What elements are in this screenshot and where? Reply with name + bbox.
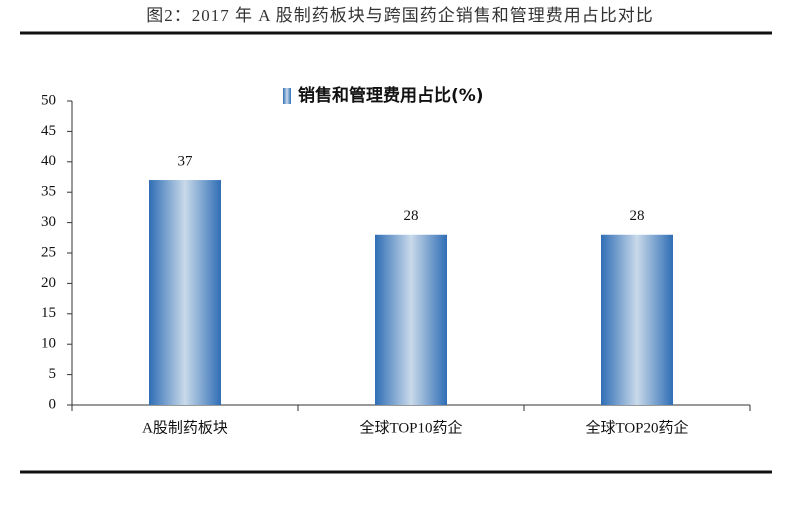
value-label: 28 — [630, 208, 645, 224]
bar — [149, 180, 221, 405]
y-tick-label: 5 — [49, 366, 57, 382]
y-tick-label: 35 — [41, 184, 56, 200]
y-tick-label: 50 — [41, 92, 56, 108]
x-tick-label: A股制药板块 — [142, 418, 228, 436]
bar — [601, 234, 673, 405]
y-tick-label: 0 — [49, 396, 57, 412]
legend-label: 销售和管理费用占比(%) — [298, 85, 484, 106]
x-tick-label: 全球TOP10药企 — [359, 418, 462, 436]
y-tick-label: 30 — [41, 214, 56, 230]
chart-title: 图2：2017 年 A 股制药板块与跨国药企销售和管理费用占比对比 — [146, 6, 654, 25]
x-tick-label: 全球TOP20药企 — [585, 418, 688, 436]
y-tick-label: 25 — [41, 244, 56, 260]
y-tick-label: 45 — [41, 123, 56, 139]
value-label: 37 — [178, 153, 194, 169]
value-label: 28 — [404, 208, 419, 224]
y-tick-label: 15 — [41, 305, 56, 321]
bar — [375, 234, 447, 405]
legend-swatch — [283, 88, 291, 104]
y-tick-label: 20 — [41, 275, 56, 291]
y-tick-label: 10 — [41, 336, 56, 352]
y-tick-label: 40 — [41, 153, 56, 169]
